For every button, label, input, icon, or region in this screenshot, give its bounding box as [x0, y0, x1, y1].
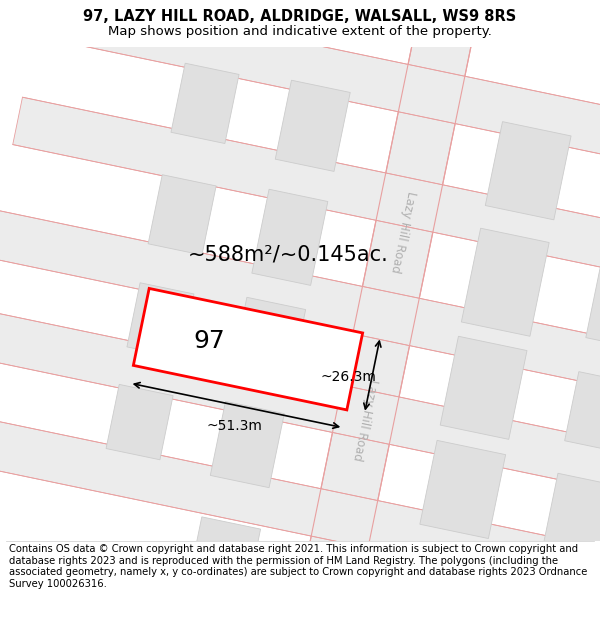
Text: Lazy Hill Road: Lazy Hill Road	[388, 190, 418, 274]
Polygon shape	[440, 336, 527, 439]
Polygon shape	[0, 541, 600, 625]
Polygon shape	[127, 282, 194, 358]
Polygon shape	[171, 63, 239, 144]
Polygon shape	[420, 441, 506, 539]
Text: 97: 97	[193, 329, 225, 353]
Polygon shape	[211, 401, 284, 488]
Text: ~26.3m: ~26.3m	[320, 370, 376, 384]
Polygon shape	[106, 384, 173, 460]
Text: ~588m²/~0.145ac.: ~588m²/~0.145ac.	[187, 244, 388, 264]
Text: Contains OS data © Crown copyright and database right 2021. This information is : Contains OS data © Crown copyright and d…	[9, 544, 587, 589]
Polygon shape	[230, 298, 305, 389]
Polygon shape	[397, 558, 481, 625]
Text: ~51.3m: ~51.3m	[207, 419, 263, 433]
Text: 97, LAZY HILL ROAD, ALDRIDGE, WALSALL, WS9 8RS: 97, LAZY HILL ROAD, ALDRIDGE, WALSALL, W…	[83, 9, 517, 24]
Text: Lazy Hill Road: Lazy Hill Road	[350, 378, 380, 461]
Polygon shape	[281, 0, 490, 625]
Polygon shape	[0, 413, 600, 624]
Polygon shape	[275, 80, 350, 171]
Polygon shape	[187, 517, 260, 603]
Polygon shape	[133, 288, 362, 410]
Polygon shape	[565, 372, 600, 453]
Polygon shape	[461, 228, 549, 336]
Polygon shape	[0, 309, 600, 520]
Polygon shape	[586, 264, 600, 350]
Polygon shape	[252, 189, 328, 286]
Polygon shape	[35, 0, 600, 199]
Text: Map shows position and indicative extent of the property.: Map shows position and indicative extent…	[108, 24, 492, 38]
Polygon shape	[13, 98, 600, 308]
Polygon shape	[148, 175, 216, 255]
Polygon shape	[0, 211, 600, 421]
Polygon shape	[485, 122, 571, 220]
Polygon shape	[544, 473, 600, 554]
